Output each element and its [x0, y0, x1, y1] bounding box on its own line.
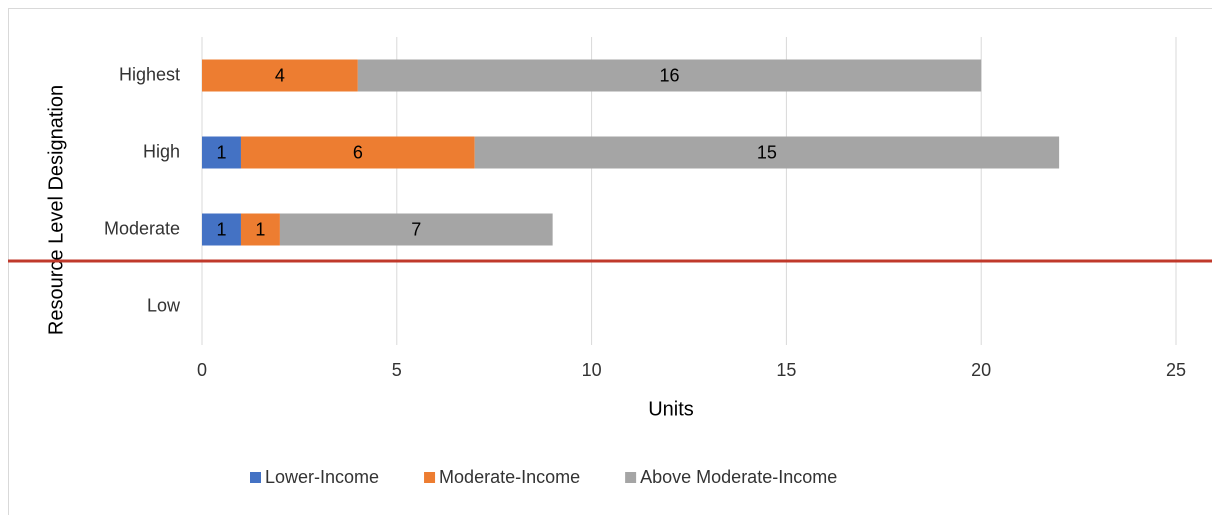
bar-segment [240, 136, 475, 169]
legend-label: Moderate-Income [439, 467, 580, 487]
x-tick-label: 0 [197, 360, 207, 380]
bar-segment [474, 136, 1060, 169]
legend-label: Lower-Income [265, 467, 379, 487]
x-tick-label: 5 [392, 360, 402, 380]
data-label: 6 [353, 142, 363, 162]
x-tick-label: 15 [776, 360, 796, 380]
legend-label: Above Moderate-Income [640, 467, 837, 487]
data-label: 1 [255, 219, 265, 239]
y-axis-label: Resource Level Designation [45, 85, 67, 335]
y-tick-label: Moderate [104, 218, 180, 238]
y-tick-label: Low [147, 295, 181, 315]
data-label: 1 [216, 219, 226, 239]
bar-segment [202, 59, 358, 92]
x-tick-label: 25 [1166, 360, 1186, 380]
x-tick-label: 10 [582, 360, 602, 380]
x-axis-label: Units [648, 398, 694, 420]
x-tick-label: 20 [971, 360, 991, 380]
data-label: 4 [275, 65, 285, 85]
legend-swatch [250, 472, 261, 483]
y-tick-label: Highest [119, 64, 180, 84]
bar-segment [357, 59, 982, 92]
data-label: 16 [660, 65, 680, 85]
y-tick-label: High [143, 141, 180, 161]
chart-frame [8, 8, 1212, 515]
legend-swatch [625, 472, 637, 483]
data-label: 7 [411, 219, 421, 239]
data-label: 1 [216, 142, 226, 162]
bar-segment [202, 213, 241, 246]
bar-segment [240, 213, 280, 246]
legend-swatch [424, 472, 436, 483]
bar-segment [279, 213, 553, 246]
data-label: 15 [757, 142, 777, 162]
bar-segment [202, 136, 241, 169]
